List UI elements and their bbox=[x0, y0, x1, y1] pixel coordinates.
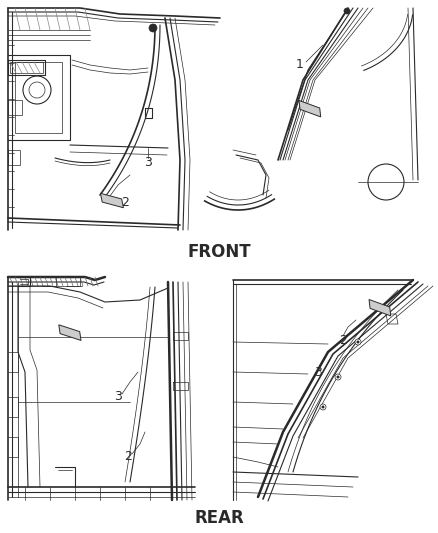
Circle shape bbox=[336, 376, 339, 378]
Text: 1: 1 bbox=[296, 59, 304, 71]
Text: FRONT: FRONT bbox=[187, 243, 251, 261]
Circle shape bbox=[321, 406, 325, 408]
Polygon shape bbox=[299, 101, 321, 117]
Text: 3: 3 bbox=[114, 391, 122, 403]
Text: 2: 2 bbox=[121, 196, 129, 208]
Text: REAR: REAR bbox=[194, 509, 244, 527]
Circle shape bbox=[357, 341, 360, 343]
Circle shape bbox=[335, 374, 341, 380]
Circle shape bbox=[344, 8, 350, 14]
Text: 3: 3 bbox=[314, 366, 322, 378]
Text: 3: 3 bbox=[144, 156, 152, 168]
Circle shape bbox=[355, 339, 361, 345]
Text: 2: 2 bbox=[339, 334, 347, 346]
Text: 2: 2 bbox=[124, 450, 132, 464]
Polygon shape bbox=[59, 325, 81, 341]
Circle shape bbox=[320, 404, 326, 410]
Polygon shape bbox=[369, 300, 391, 316]
Circle shape bbox=[149, 24, 157, 32]
Polygon shape bbox=[100, 193, 124, 208]
